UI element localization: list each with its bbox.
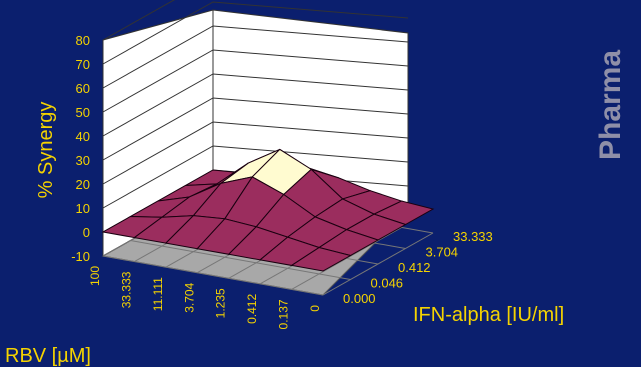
rbv-tick-label: 33.333 (119, 271, 133, 308)
side-title: Pharma (594, 50, 627, 160)
rbv-tick-label: 3.704 (182, 282, 196, 312)
x-axis-label: RBV [µM] (5, 345, 91, 367)
z-tick-label: 20 (76, 177, 90, 192)
rbv-tick-label: 11.111 (151, 277, 165, 311)
z-gridline (102, 145, 409, 209)
y-axis-label: IFN-alpha [IU/ml] (413, 304, 564, 326)
z-tick-label: 30 (76, 153, 90, 168)
ifn-tick-label: 0.046 (371, 276, 404, 291)
z-gridline (102, 1, 409, 65)
z-tick-label: 10 (76, 201, 90, 216)
z-tick-label: 50 (76, 105, 90, 120)
floor-gridline (102, 255, 324, 296)
z-gridline (102, 73, 409, 137)
rbv-tick-labels: 100 33.333 11.111 3.704 1.235 0.412 0.137 0 (88, 266, 322, 330)
z-tick-label: 0 (83, 225, 90, 240)
z-gridline (102, 49, 409, 113)
z-tick-labels: 80 70 60 50 40 30 20 10 0 -10 (71, 33, 90, 264)
floor-gridline (130, 240, 351, 280)
ifn-tick-label: 3.704 (426, 245, 459, 260)
z-tick-label: -10 (71, 249, 90, 264)
surface-cell (290, 246, 352, 272)
z-tick-label: 80 (76, 33, 90, 48)
z-tick-label: 40 (76, 129, 90, 144)
z-tick-label: 70 (76, 57, 90, 72)
ifn-tick-label: 33.333 (453, 229, 493, 244)
z-gridline (102, 0, 175, 41)
z-gridline (102, 25, 409, 89)
rbv-tick-label: 1.235 (214, 288, 228, 318)
rbv-tick-label: 0 (308, 305, 322, 312)
ifn-tick-label: 0.412 (398, 260, 431, 275)
z-tick-label: 60 (76, 81, 90, 96)
z-gridline (102, 121, 409, 185)
ifn-tick-label: 0.000 (343, 291, 376, 306)
z-gridline (102, 97, 409, 161)
rbv-tick-label: 100 (88, 266, 102, 286)
rbv-tick-label: 0.412 (245, 294, 259, 324)
rbv-tick-label: 0.137 (277, 299, 291, 329)
surface (101, 148, 435, 272)
z-axis-label: % Synergy (35, 102, 57, 199)
